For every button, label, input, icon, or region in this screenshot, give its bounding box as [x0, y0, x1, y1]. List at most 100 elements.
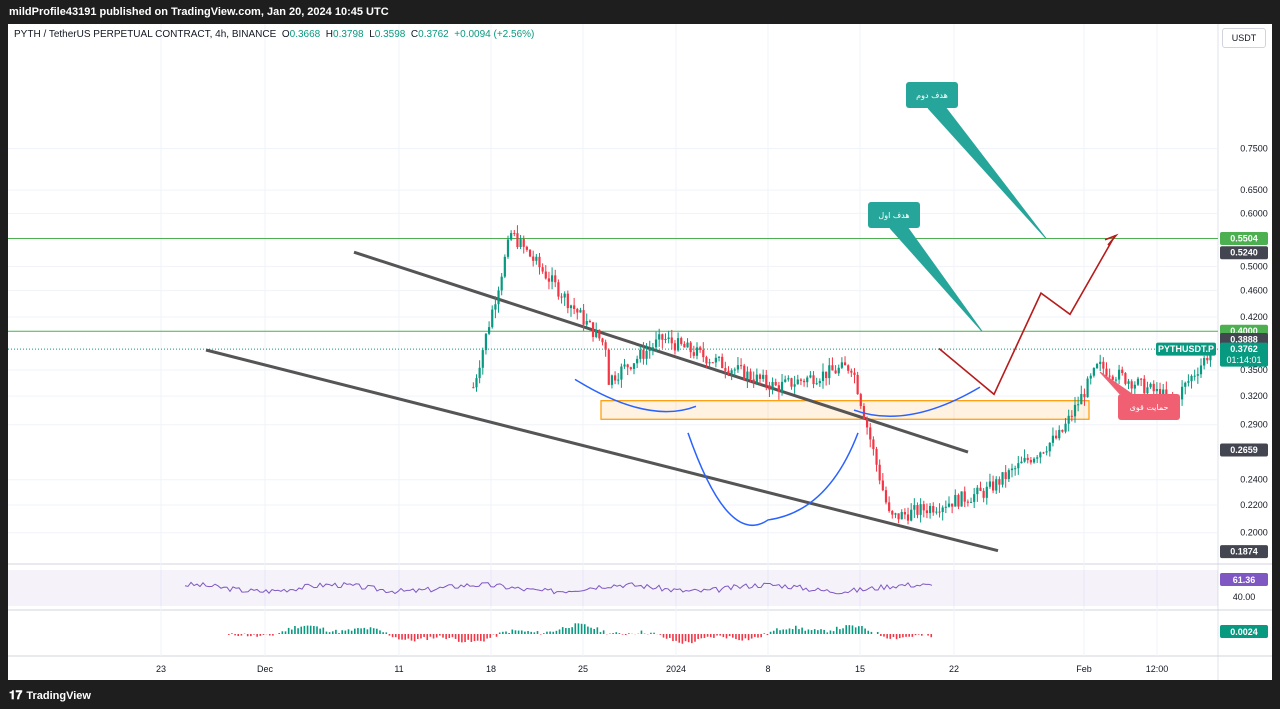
- rsi-value: 61.36: [1233, 575, 1256, 585]
- histogram-bar: [864, 628, 866, 634]
- histogram-bar: [883, 634, 885, 637]
- histogram-bar: [760, 634, 762, 638]
- y-tick-label: 0.2000: [1240, 528, 1268, 538]
- candle-body: [762, 374, 765, 379]
- histogram-bar: [593, 628, 595, 634]
- histogram-bar: [543, 633, 545, 634]
- hist-value: 0.0024: [1230, 627, 1258, 637]
- price-chart[interactable]: 0.7500 0.6500 0.6000 0.5000 0.4600 0.4200 0.35…: [8, 24, 1272, 680]
- candle-body: [1136, 378, 1140, 385]
- histogram-bar: [502, 631, 504, 634]
- candle-body: [554, 275, 557, 283]
- channel-lower: [205, 348, 999, 553]
- candle-body: [1102, 361, 1105, 369]
- histogram-bar: [791, 629, 794, 634]
- x-tick-label: 22: [949, 664, 959, 674]
- candle-body: [963, 491, 966, 502]
- x-tick-label: 11: [394, 664, 403, 674]
- histogram-bar: [861, 625, 863, 634]
- candle-body: [717, 356, 721, 358]
- histogram-bar: [246, 634, 249, 637]
- candle-body: [563, 293, 566, 298]
- candle-body: [1199, 365, 1203, 375]
- candle-body: [544, 271, 547, 279]
- candle-body: [1014, 468, 1017, 470]
- histogram-bar: [905, 634, 907, 637]
- tradingview-logo[interactable]: 𝟏𝟕 TradingView: [9, 688, 91, 702]
- candle-body: [1001, 472, 1004, 485]
- candle-body: [828, 365, 831, 379]
- histogram-bar: [738, 634, 740, 641]
- candle-body: [1108, 375, 1111, 377]
- candle-body: [613, 375, 617, 381]
- candle-body: [825, 371, 828, 379]
- histogram-bar: [675, 634, 677, 641]
- candle-body: [976, 487, 979, 495]
- candle-body: [579, 310, 582, 313]
- candle-body: [966, 501, 969, 503]
- histogram-bar: [262, 634, 265, 635]
- candle-body: [1193, 375, 1196, 377]
- histogram-bar: [728, 634, 731, 637]
- candle-body: [768, 385, 771, 390]
- candle-body: [957, 495, 960, 507]
- candle-body: [897, 513, 900, 520]
- candle-body: [541, 267, 544, 272]
- candle-body: [1117, 369, 1121, 380]
- cup-curve-small: [574, 378, 697, 413]
- x-tick-label: 8: [765, 664, 770, 674]
- y-tick-label: 0.4600: [1240, 286, 1268, 296]
- histogram-bar: [709, 634, 712, 638]
- histogram-bar: [823, 629, 825, 634]
- histogram-bar: [602, 630, 605, 634]
- histogram-bar: [741, 634, 744, 641]
- candle-body: [532, 256, 535, 261]
- candle-body: [1140, 378, 1143, 380]
- histogram-bar: [473, 634, 476, 642]
- histogram-bar: [691, 634, 693, 644]
- candle-body: [1152, 383, 1155, 392]
- histogram-bar: [687, 634, 690, 643]
- symbol-legend: PYTH / TetherUS PERPETUAL CONTRACT, 4h, …: [14, 29, 535, 40]
- histogram-bar: [832, 631, 835, 634]
- candle-body: [510, 233, 513, 240]
- price-marker-label: 0.3762: [1230, 344, 1258, 354]
- currency-button[interactable]: USDT: [1222, 28, 1266, 48]
- histogram-bar: [486, 634, 488, 639]
- histogram-bar: [914, 634, 917, 636]
- histogram-bar: [382, 632, 384, 634]
- candle-body: [1007, 470, 1010, 479]
- histogram-bar: [420, 634, 422, 639]
- histogram-bar: [278, 633, 280, 634]
- candle-body: [954, 495, 957, 507]
- candle-body: [913, 505, 916, 510]
- callout-text: هدف اول: [878, 211, 909, 220]
- candle-body: [821, 371, 825, 382]
- histogram-bar: [902, 634, 904, 638]
- price-marker: [1220, 246, 1268, 260]
- histogram-bar: [867, 630, 870, 634]
- histogram-bar: [568, 628, 570, 634]
- candle-body: [903, 512, 906, 515]
- histogram-bar: [930, 634, 933, 638]
- histogram-bar: [445, 634, 447, 640]
- candle-body: [711, 362, 714, 364]
- candle-body: [588, 320, 591, 323]
- histogram-bar: [347, 629, 350, 634]
- candle-body: [1058, 429, 1061, 439]
- candle-body: [802, 380, 806, 383]
- histogram-bar: [524, 631, 526, 634]
- candle-body: [1039, 452, 1042, 458]
- candle-body: [1029, 460, 1032, 463]
- open-value: 0.3668: [289, 29, 321, 40]
- candle-body: [566, 293, 569, 309]
- histogram-bar: [533, 632, 536, 634]
- candle-body: [617, 379, 620, 381]
- price-marker-label: 0.5504: [1230, 233, 1258, 243]
- candle-body: [951, 503, 954, 507]
- candle-body: [516, 233, 519, 248]
- callout-box: [906, 82, 958, 108]
- candle-body: [667, 337, 670, 339]
- histogram-bar: [886, 634, 888, 639]
- candle-body: [1089, 375, 1092, 379]
